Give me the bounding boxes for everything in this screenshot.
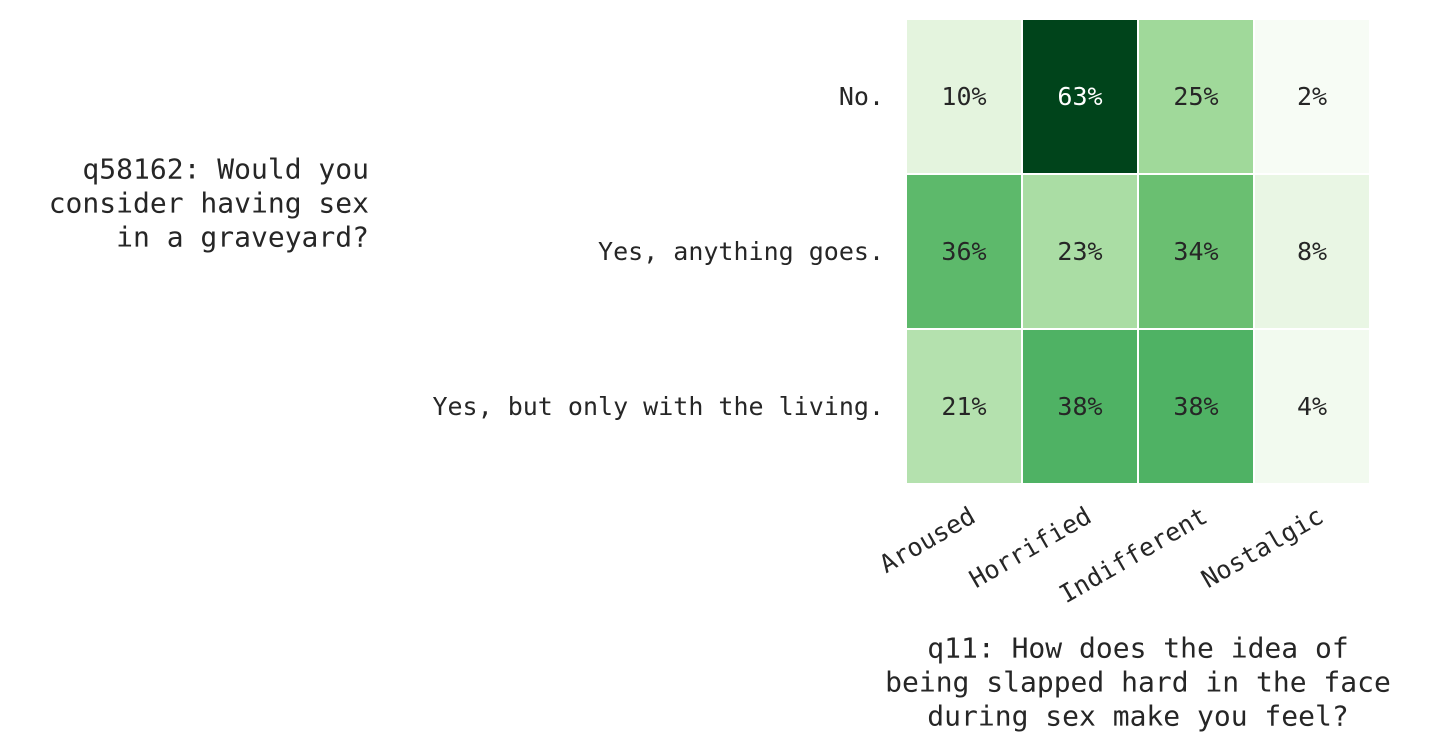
cell-value-label: 38%	[1057, 392, 1102, 421]
cell-value-label: 36%	[941, 237, 986, 266]
heatmap-cell	[1137, 18, 1255, 175]
y-axis-label-line: q58162: Would you	[82, 153, 369, 186]
x-tick-label: Nostalgic	[1196, 501, 1328, 594]
cell-value-label: 10%	[941, 82, 986, 111]
heatmap-cell	[1021, 328, 1139, 485]
heatmap-cell	[1253, 173, 1371, 330]
heatmap-cells	[905, 18, 1371, 485]
heatmap-cell	[905, 328, 1023, 485]
cell-value-label: 34%	[1173, 237, 1218, 266]
cell-value-label: 25%	[1173, 82, 1218, 111]
cell-value-label: 2%	[1297, 82, 1327, 111]
y-tick-label: No.	[839, 82, 884, 111]
x-axis-label-line: during sex make you feel?	[927, 700, 1348, 733]
y-tick-label: Yes, anything goes.	[598, 237, 884, 266]
y-axis-label-line: in a graveyard?	[116, 221, 369, 254]
heatmap-cell	[1021, 18, 1139, 175]
x-tick-label: Aroused	[874, 501, 980, 579]
heatmap-cell	[1253, 328, 1371, 485]
cell-value-label: 4%	[1297, 392, 1327, 421]
cell-value-label: 8%	[1297, 237, 1327, 266]
heatmap-cell	[1253, 18, 1371, 175]
cell-value-label: 21%	[941, 392, 986, 421]
x-axis-label-line: being slapped hard in the face	[885, 666, 1391, 699]
y-tick-label: Yes, but only with the living.	[432, 392, 884, 421]
heatmap-cell-labels: 10% 63% 25% 2% 36% 23% 34% 8% 21% 38% 38% 4%	[941, 82, 1327, 421]
cell-value-label: 63%	[1057, 82, 1102, 111]
cell-value-label: 38%	[1173, 392, 1218, 421]
y-axis-tick-labels: No. Yes, anything goes. Yes, but only with…	[432, 82, 884, 421]
heatmap-cell	[905, 18, 1023, 175]
heatmap-cell	[1021, 173, 1139, 330]
cell-value-label: 23%	[1057, 237, 1102, 266]
y-axis-label-line: consider having sex	[49, 187, 369, 220]
x-axis-label-line: q11: How does the idea of	[927, 632, 1348, 665]
